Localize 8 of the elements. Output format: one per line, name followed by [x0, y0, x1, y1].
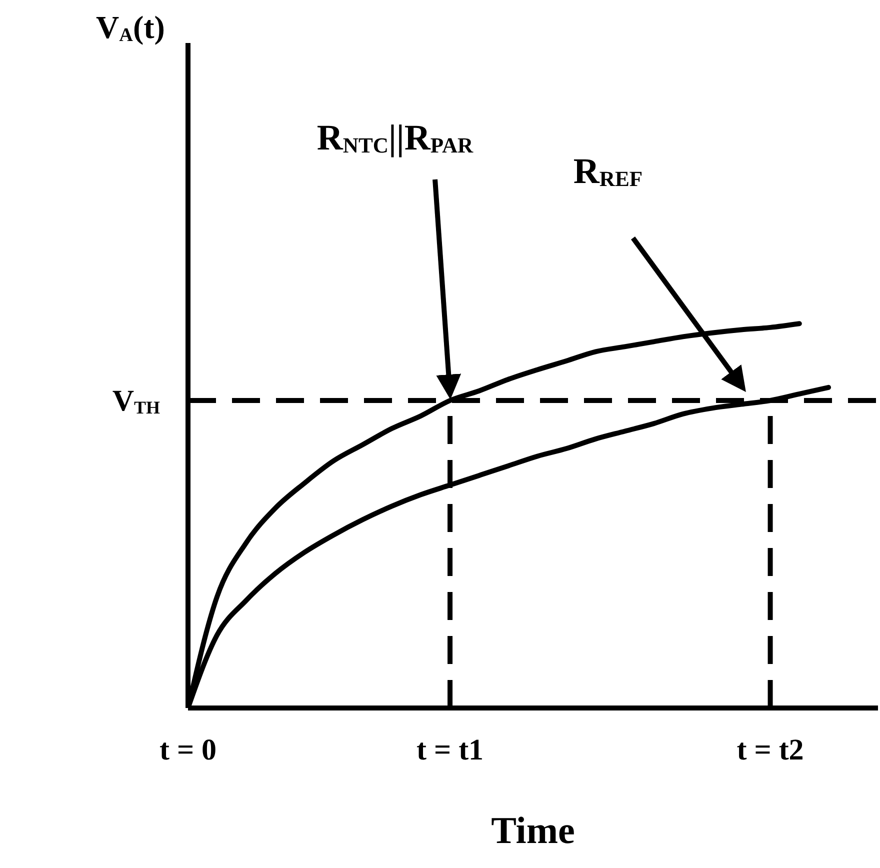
x-tick-label: t = 0 [159, 733, 217, 766]
annotation: R$_{NTC}$||R$_{PAR}$ [316, 117, 474, 158]
text: R$_{REF}$ [573, 151, 643, 192]
x-tick-label: t = t2 [736, 733, 804, 766]
text: V$_{A}$(t) [96, 9, 165, 46]
ref-line-label: V$_{TH}$ [112, 384, 160, 418]
x-axis-title: Time [491, 810, 575, 852]
x-tick-label: t = t1 [416, 733, 484, 766]
